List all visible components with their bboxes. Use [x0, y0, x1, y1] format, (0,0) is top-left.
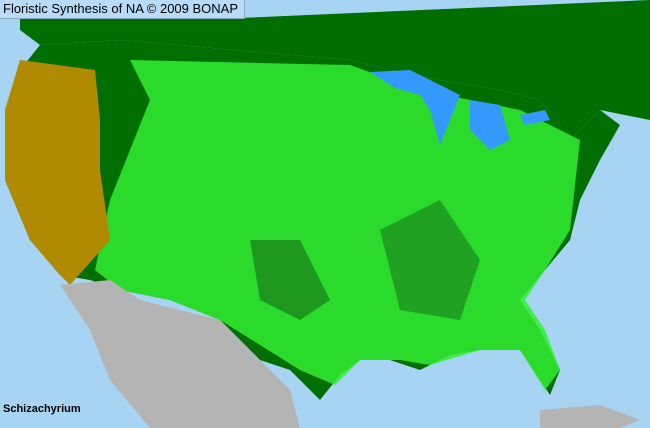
west-coast-states: [5, 60, 110, 285]
mexico: [60, 280, 300, 428]
dark-patches-2: [380, 200, 480, 320]
cuba: [540, 405, 640, 428]
map-title: Floristic Synthesis of NA © 2009 BONAP: [0, 0, 246, 19]
lake-huron-erie: [470, 100, 510, 150]
lake-ontario: [520, 110, 550, 125]
dark-patches: [250, 240, 330, 320]
great-lakes: [370, 70, 460, 145]
canada-region: [20, 0, 650, 140]
taxon-label: Schizachyrium: [3, 403, 81, 415]
